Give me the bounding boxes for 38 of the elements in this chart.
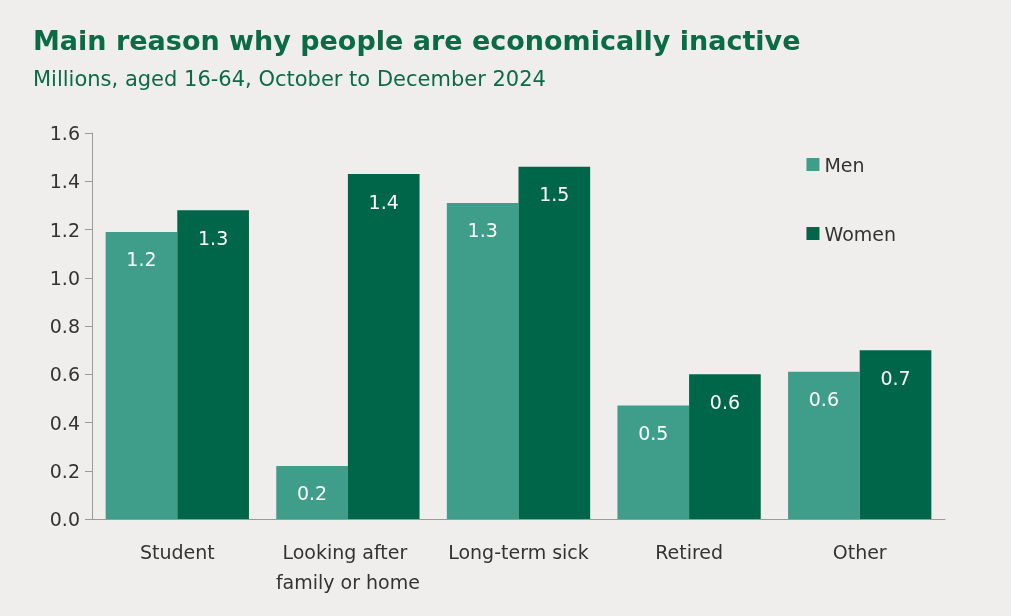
y-tick-label: 1.6 xyxy=(49,122,80,144)
x-tick-label: Other xyxy=(832,541,887,563)
bar xyxy=(276,465,348,519)
data-label: 1.3 xyxy=(467,219,498,242)
y-tick-label: 1.4 xyxy=(49,170,80,193)
bar xyxy=(347,174,420,519)
chart-title: Main reason why people are economically inactive xyxy=(33,25,801,56)
bar xyxy=(788,371,860,519)
data-label: 0.7 xyxy=(880,366,911,389)
bar xyxy=(518,166,591,519)
y-tick-label: 0.6 xyxy=(49,363,80,386)
y-tick-label: 0.0 xyxy=(49,508,80,530)
data-label: 0.5 xyxy=(638,422,669,445)
y-tick-label: 0.4 xyxy=(49,411,80,434)
y-tick-label: 0.2 xyxy=(49,459,80,482)
bar xyxy=(689,374,761,519)
x-tick-label: Looking after family or home xyxy=(275,541,420,593)
bar xyxy=(177,210,249,519)
legend-label: Women xyxy=(824,222,897,245)
x-tick-label: Student xyxy=(139,541,215,563)
data-label: 1.2 xyxy=(126,248,157,271)
data-label: 0.6 xyxy=(808,388,839,411)
bar xyxy=(105,231,178,519)
x-tick-label: Retired xyxy=(655,541,724,563)
bar xyxy=(859,350,932,519)
data-label: 0.2 xyxy=(296,482,328,505)
data-label: 1.5 xyxy=(539,183,570,206)
data-label: 0.6 xyxy=(709,390,741,413)
y-tick-label: 1.2 xyxy=(49,218,80,241)
y-tick-label: 1.0 xyxy=(49,266,80,289)
bar xyxy=(446,202,519,519)
x-tick-label: Long-term sick xyxy=(448,541,589,563)
y-tick-label: 0.8 xyxy=(49,315,80,337)
bar xyxy=(617,405,690,519)
data-label: 1.4 xyxy=(368,190,399,213)
chart-subtitle: Millions, aged 16-64, October to December 2024 xyxy=(33,66,546,91)
data-label: 1.3 xyxy=(198,226,229,249)
legend-label: Men xyxy=(824,153,865,176)
